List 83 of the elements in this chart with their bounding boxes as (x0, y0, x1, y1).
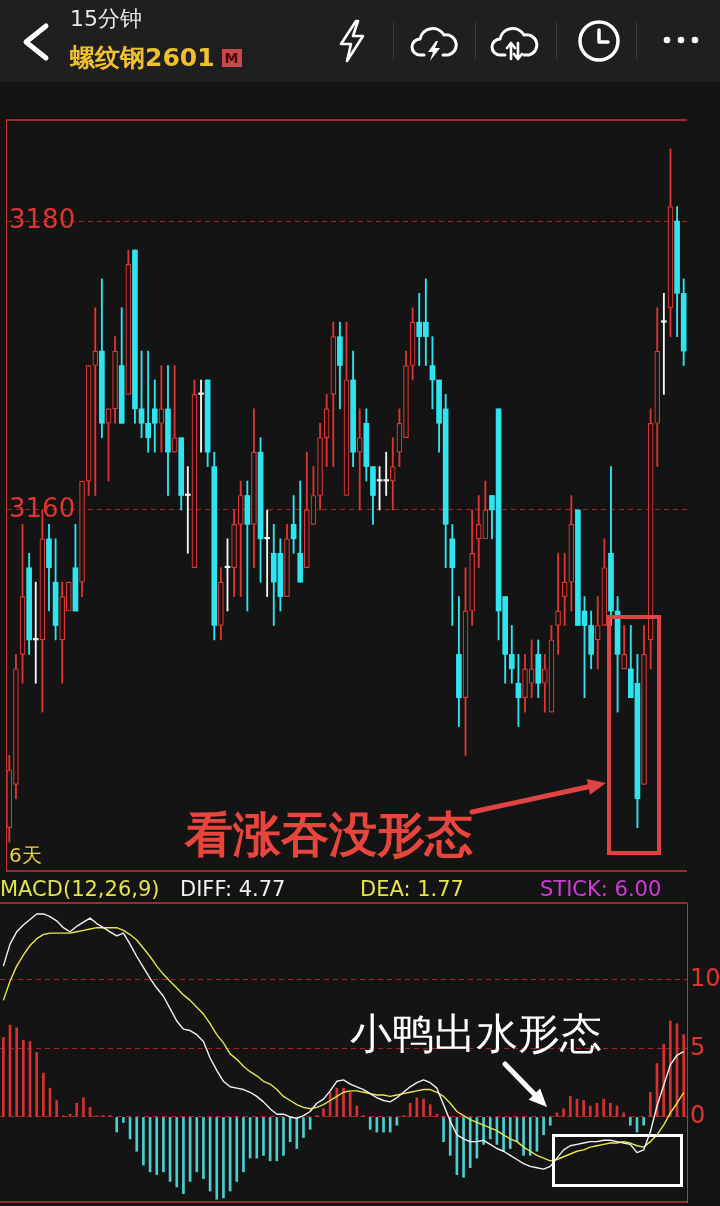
text: DIFF: 4.77 (180, 876, 287, 902)
bar (348, 1091, 352, 1117)
bar (342, 1087, 345, 1117)
bar (488, 1117, 492, 1140)
bar (75, 1102, 79, 1117)
candlestick (264, 509, 270, 597)
bar (35, 1052, 39, 1117)
bar (115, 1117, 119, 1133)
bar (682, 1034, 685, 1117)
text: DEA: 1.77 (360, 876, 465, 902)
y-tick-label: 0 (690, 1101, 706, 1130)
bar (669, 1020, 672, 1117)
bar (135, 1117, 139, 1152)
annotation: 6天 (9, 843, 42, 867)
bar (22, 1039, 25, 1117)
bar (568, 1096, 572, 1117)
bar (382, 1117, 385, 1133)
bar (262, 1117, 265, 1156)
bar (548, 1117, 552, 1126)
annotation: 看涨吞没形态 (185, 806, 473, 862)
text: M (221, 49, 242, 67)
bar (282, 1117, 285, 1156)
bar (182, 1117, 185, 1195)
bar (562, 1108, 565, 1117)
y-tick-label: 3180 (9, 203, 76, 234)
bar (428, 1104, 432, 1117)
candlestick (555, 552, 561, 655)
chart-title: MACD(12,26,9) (0, 876, 161, 902)
bar (15, 1027, 19, 1117)
bar (448, 1117, 452, 1156)
bar (195, 1117, 199, 1173)
bar (82, 1097, 85, 1117)
y-tick-label: 3160 (9, 492, 76, 523)
bar (468, 1117, 472, 1169)
bar (588, 1105, 592, 1117)
y-tick-label: 10 (690, 964, 720, 993)
candlestick (198, 379, 204, 453)
bar (368, 1117, 372, 1130)
bar (648, 1091, 652, 1117)
candlestick (32, 581, 39, 684)
y-tick-label: 5 (690, 1032, 706, 1061)
bar (235, 1117, 239, 1182)
chart-subtitle: 15分钟 (70, 5, 142, 33)
bar (275, 1117, 279, 1162)
chart-title: 螺纹钢2601 (70, 42, 215, 74)
text: STICK: 6.00 (540, 876, 663, 902)
bar (295, 1117, 299, 1149)
bar (522, 1117, 525, 1156)
bar (122, 1117, 125, 1123)
bar (242, 1117, 245, 1173)
bar (608, 1102, 612, 1117)
bar (55, 1100, 59, 1117)
annotation: 小鸭出水形态 (350, 1009, 602, 1058)
bar (215, 1117, 219, 1200)
bar (508, 1117, 512, 1149)
bar (388, 1117, 392, 1133)
bar (542, 1117, 545, 1136)
bar (622, 1112, 625, 1117)
bar (422, 1098, 425, 1117)
bar (602, 1098, 605, 1117)
bar (582, 1100, 585, 1117)
bar (42, 1072, 45, 1117)
bar (408, 1102, 412, 1117)
bar (662, 1043, 665, 1117)
bar (462, 1117, 465, 1178)
candlestick (92, 307, 99, 496)
bar (202, 1117, 205, 1180)
bar (628, 1117, 632, 1126)
bar (155, 1117, 159, 1175)
bar (302, 1117, 305, 1138)
bar (175, 1117, 179, 1188)
bar (142, 1117, 145, 1166)
bar (642, 1117, 645, 1126)
bar (222, 1117, 225, 1199)
candlestick (661, 292, 667, 395)
bar (528, 1117, 532, 1156)
candlestick (184, 466, 191, 554)
bar (502, 1117, 505, 1152)
bar (2, 1037, 5, 1117)
bar (322, 1108, 325, 1117)
bar (255, 1117, 259, 1159)
bar (162, 1117, 165, 1173)
bar (442, 1117, 445, 1142)
